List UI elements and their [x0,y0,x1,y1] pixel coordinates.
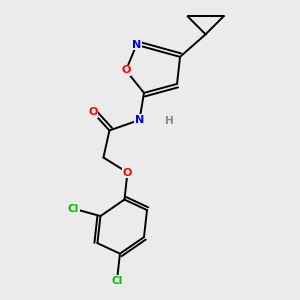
Text: O: O [123,167,132,178]
Text: H: H [165,116,174,127]
Text: O: O [88,107,98,117]
Text: O: O [121,65,131,75]
Text: Cl: Cl [111,276,123,286]
Text: Cl: Cl [68,204,79,214]
Text: N: N [132,40,141,50]
Text: N: N [135,115,144,125]
